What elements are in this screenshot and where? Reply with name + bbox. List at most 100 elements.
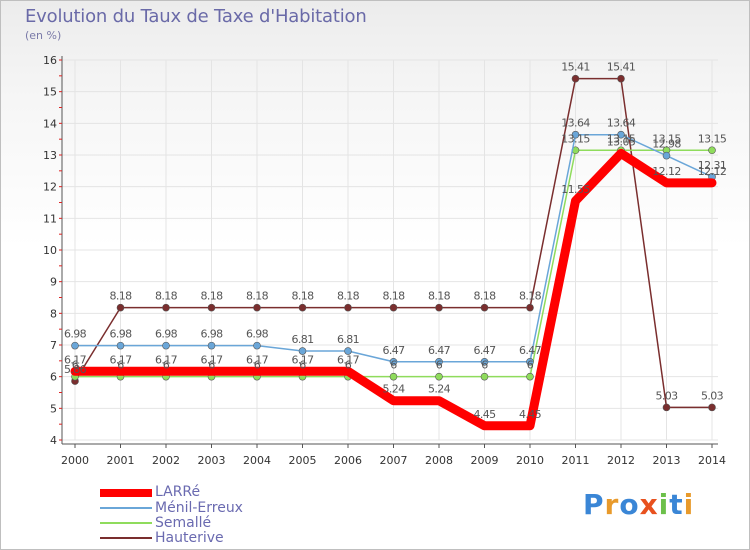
logo-letter: r [604, 488, 620, 521]
logo-letter: t [669, 488, 684, 521]
data-label: 5.24 [382, 383, 405, 396]
legend-label-hauterive: Hauterive [155, 530, 224, 546]
data-label: 6 [527, 359, 534, 372]
data-label: 12.12 [652, 165, 681, 178]
data-point-semalle [480, 372, 489, 381]
y-tick-label: 4 [50, 434, 57, 447]
legend-label-larre: LARRé [155, 484, 201, 500]
data-point-hauterive [298, 303, 307, 312]
y-tick-label: 9 [50, 276, 57, 289]
x-tick-label: 2003 [198, 454, 226, 467]
data-label: 6.17 [200, 353, 223, 366]
data-point-hauterive [571, 74, 580, 83]
data-label: 13.15 [698, 132, 727, 145]
data-point-menil-erreux [526, 357, 534, 366]
data-label: 8.18 [155, 290, 178, 303]
y-tick-label: 10 [43, 244, 57, 257]
data-point-hauterive [344, 303, 352, 312]
data-label: 12.98 [652, 138, 681, 151]
data-label: 8.18 [291, 290, 314, 303]
data-label: 5.24 [428, 383, 451, 396]
data-label: 6 [208, 359, 215, 372]
data-label: 6.81 [291, 333, 313, 346]
data-point-hauterive [435, 303, 443, 312]
y-tick-label: 16 [43, 54, 57, 67]
x-tick-label: 2004 [243, 454, 271, 467]
logo-letter: i [658, 488, 670, 521]
data-point-semalle [708, 146, 716, 155]
data-label: 6 [163, 359, 170, 372]
data-label: 5.03 [655, 389, 678, 402]
data-label: 8.18 [109, 290, 132, 303]
legend-swatch-semalle [100, 522, 152, 524]
axis-layer: 4 5 6 7 8 9 10 11 12 13 14 15 16 2000 2001 2002 2003 2004… [43, 54, 726, 467]
data-label: 8.18 [428, 290, 451, 303]
data-point-menil-erreux [617, 130, 625, 139]
data-label: 8.18 [246, 290, 269, 303]
legend-swatch-menil-erreux [100, 507, 152, 509]
data-point-menil-erreux [662, 151, 671, 160]
data-point-menil-erreux [344, 347, 352, 355]
logo-letter: x [639, 488, 659, 521]
x-tick-label: 2005 [289, 454, 317, 467]
data-label: 4.45 [519, 408, 542, 421]
data-label: 6.47 [519, 344, 542, 357]
chart-subtitle: (en %) [25, 29, 62, 42]
data-label: 13.05 [607, 135, 636, 148]
data-point-menil-erreux [162, 341, 170, 350]
x-tick-label: 2007 [380, 454, 408, 467]
x-tick-label: 2014 [698, 454, 726, 467]
data-point-menil-erreux [71, 341, 79, 350]
legend-swatch-larre [100, 489, 152, 497]
data-label: 6.98 [200, 328, 223, 341]
legend-label-menil-erreux: Ménil-Erreux [155, 500, 243, 516]
data-label: 6 [390, 359, 397, 372]
data-point-semalle [435, 372, 443, 381]
data-label: 6.17 [109, 353, 132, 366]
data-label: 12.12 [698, 165, 727, 178]
data-label: 5.03 [701, 389, 724, 402]
data-point-menil-erreux [480, 357, 489, 366]
data-point-hauterive [207, 303, 216, 312]
legend-label-semalle: Semallé [155, 515, 212, 531]
data-label: 13.64 [607, 117, 636, 130]
data-point-hauterive [253, 303, 261, 312]
data-point-menil-erreux [389, 357, 398, 366]
x-tick-label: 2013 [653, 454, 681, 467]
data-label: 15.41 [561, 61, 590, 74]
logo-letter: o [619, 488, 640, 521]
x-tick-label: 2001 [107, 454, 135, 467]
data-point-menil-erreux [298, 347, 307, 355]
x-tick-label: 2010 [516, 454, 544, 467]
y-tick-label: 12 [43, 181, 57, 194]
data-label: 6.98 [246, 328, 269, 341]
data-label: 6.98 [109, 328, 132, 341]
data-point-hauterive [526, 303, 534, 312]
data-label: 6 [117, 359, 124, 372]
x-tick-label: 2006 [334, 454, 362, 467]
x-tick-label: 2012 [607, 454, 635, 467]
data-label: 6.47 [382, 344, 405, 357]
data-label: 4.45 [473, 408, 496, 421]
y-tick-label: 15 [43, 86, 57, 99]
data-label: 13.64 [561, 117, 590, 130]
y-tick-label: 5 [50, 402, 57, 415]
x-tick-label: 2009 [471, 454, 499, 467]
y-tick-label: 7 [50, 339, 57, 352]
data-label: 6 [436, 359, 443, 372]
data-label: 6.98 [155, 328, 178, 341]
data-label: 6 [345, 359, 352, 372]
y-tick-label: 11 [43, 212, 57, 225]
data-label: 8.18 [200, 290, 223, 303]
data-label: 6.17 [64, 353, 87, 366]
y-tick-label: 8 [50, 307, 57, 320]
data-label: 6.98 [64, 328, 87, 341]
data-point-hauterive [389, 303, 398, 312]
logo-letter: P [583, 488, 605, 521]
data-label: 6.17 [291, 353, 314, 366]
logo-letter: i [683, 488, 695, 521]
data-point-hauterive [708, 403, 716, 412]
legend-swatch-hauterive [100, 537, 152, 539]
series-layer [70, 74, 717, 431]
x-tick-label: 2008 [425, 454, 453, 467]
